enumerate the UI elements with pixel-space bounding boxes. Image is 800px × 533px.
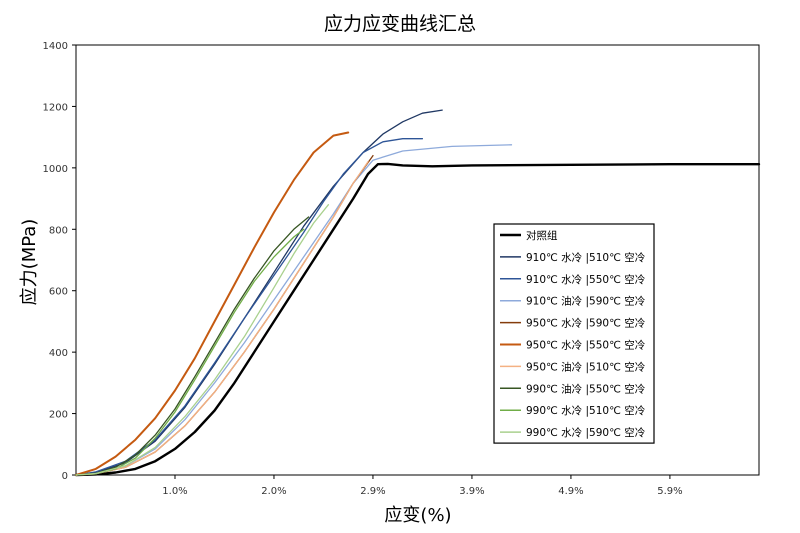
x-axis-label: 应变(%) <box>384 505 451 526</box>
x-tick-label: 3.9% <box>459 486 484 497</box>
series-line-5 <box>75 154 374 476</box>
y-tick-label: 200 <box>49 410 68 421</box>
y-tick-label: 1400 <box>43 41 68 52</box>
x-tick-label: 5.9% <box>657 486 682 497</box>
y-axis-label: 应力(MPa) <box>19 219 40 306</box>
y-tick-label: 400 <box>49 348 68 359</box>
series-lines <box>74 109 761 477</box>
series-line-6 <box>75 131 350 476</box>
legend-label: 910℃ 水冷 |510℃ 空冷 <box>526 251 646 264</box>
x-tick-label: 2.0% <box>261 486 286 497</box>
legend-label: 990℃ 水冷 |590℃ 空冷 <box>526 426 646 439</box>
y-tick-label: 600 <box>49 287 68 298</box>
legend: 对照组 910℃ 水冷 |510℃ 空冷 910℃ 水冷 |550℃ 空冷 910℃ … <box>493 223 655 444</box>
series-line-3 <box>75 138 424 476</box>
plot-frame <box>75 44 760 476</box>
series-line-10 <box>75 204 330 476</box>
legend-label: 910℃ 油冷 |590℃ 空冷 <box>526 295 646 308</box>
legend-label: 990℃ 油冷 |550℃ 空冷 <box>526 382 646 395</box>
series-line-7 <box>75 161 369 476</box>
legend-label: 950℃ 油冷 |510℃ 空冷 <box>526 360 646 373</box>
x-tick-label: 1.0% <box>162 486 187 497</box>
series-line-1 <box>74 162 761 477</box>
y-tick-label: 0 <box>62 471 68 482</box>
chart-title: 应力应变曲线汇总 <box>324 13 476 35</box>
series-line-8 <box>75 216 310 476</box>
x-tick-label: 2.9% <box>360 486 385 497</box>
y-tick-label: 800 <box>49 225 68 236</box>
legend-label: 对照组 <box>526 229 558 242</box>
series-line-4 <box>75 144 513 476</box>
legend-label: 950℃ 水冷 |590℃ 空冷 <box>526 317 646 330</box>
series-line-9 <box>75 228 305 476</box>
legend-box <box>493 223 655 444</box>
y-tick-label: 1200 <box>43 102 68 113</box>
y-tick-label: 1000 <box>43 164 68 175</box>
legend-label: 990℃ 水冷 |510℃ 空冷 <box>526 404 646 417</box>
legend-label: 950℃ 水冷 |550℃ 空冷 <box>526 339 646 352</box>
axes: 0 200 400 600 800 1000 1200 1400 1.0% 2.0% 2.9% 3.9… <box>43 41 760 497</box>
legend-label: 910℃ 水冷 |550℃ 空冷 <box>526 273 646 286</box>
x-tick-label: 4.9% <box>558 486 583 497</box>
